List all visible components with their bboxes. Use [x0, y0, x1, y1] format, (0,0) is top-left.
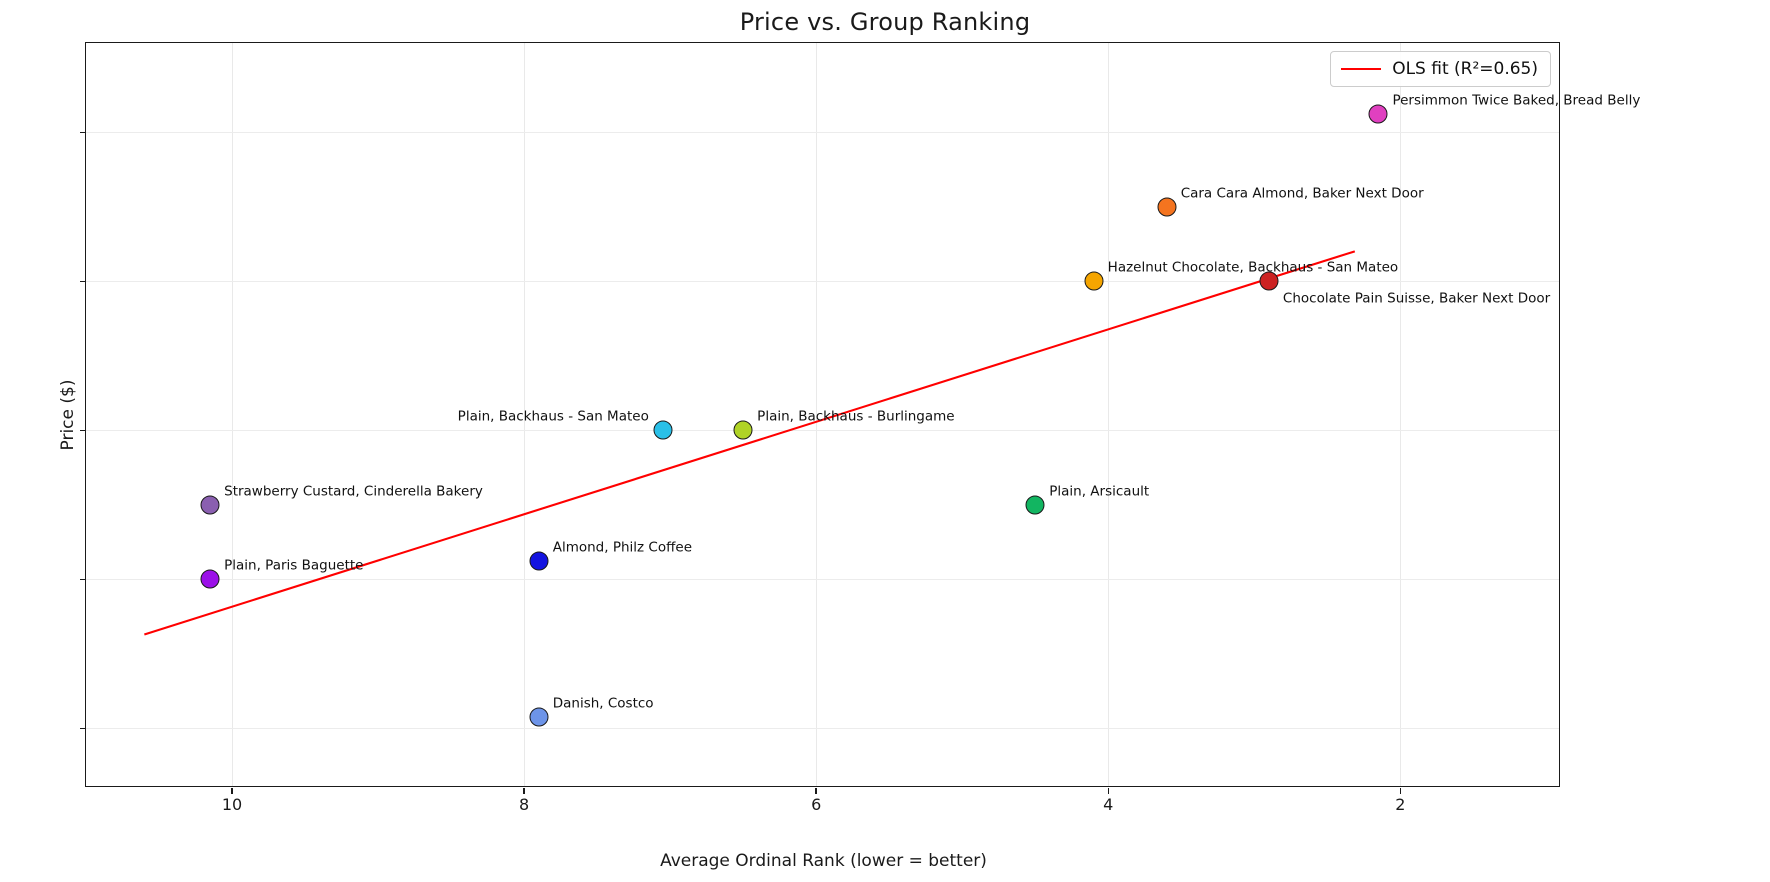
legend-label: OLS fit (R²=0.65) — [1392, 59, 1538, 79]
data-point[interactable] — [1025, 495, 1045, 515]
x-tick-mark — [523, 788, 525, 794]
x-tick-label: 6 — [811, 795, 822, 814]
legend-line-swatch — [1341, 68, 1382, 70]
gridline-vertical — [1400, 43, 1402, 786]
data-point-label: Danish, Costco — [552, 695, 654, 712]
plot-area: Persimmon Twice Baked, Bread Belly Cara C… — [58, 42, 1640, 871]
y-tick-mark — [80, 131, 86, 134]
x-tick-mark — [815, 788, 817, 794]
data-point[interactable] — [200, 495, 220, 515]
x-tick-mark — [1107, 788, 1109, 794]
data-point-label: Chocolate Pain Suisse, Baker Next Door — [1282, 290, 1551, 307]
gridline-horizontal — [86, 281, 1559, 283]
y-tick-mark — [80, 578, 86, 581]
x-tick-label: 2 — [1395, 795, 1406, 814]
data-point[interactable] — [1259, 271, 1279, 291]
data-point-label: Hazelnut Chocolate, Backhaus - San Mateo — [1107, 259, 1399, 276]
x-tick-mark — [231, 788, 233, 794]
x-tick-label: 10 — [221, 795, 243, 814]
data-point-label: Plain, Arsicault — [1049, 483, 1150, 500]
data-point[interactable] — [1157, 197, 1177, 217]
x-tick-label: 4 — [1103, 795, 1114, 814]
y-tick-mark — [80, 727, 86, 730]
data-points-layer: Persimmon Twice Baked, Bread Belly Cara C… — [86, 43, 1640, 786]
gridline-horizontal — [86, 430, 1559, 432]
data-point-label: Persimmon Twice Baked, Bread Belly — [1392, 92, 1641, 109]
gridline-vertical — [524, 43, 526, 786]
data-point-label: Strawberry Custard, Cinderella Bakery — [224, 483, 483, 500]
x-tick-mark — [1399, 788, 1402, 794]
ols-fit-line — [144, 250, 1356, 636]
data-point[interactable] — [1368, 104, 1388, 124]
data-point-label: Plain, Paris Baguette — [224, 557, 364, 574]
gridline-vertical — [1108, 43, 1110, 786]
gridline-horizontal — [86, 728, 1559, 730]
data-point[interactable] — [200, 569, 220, 589]
x-axis-label: Average Ordinal Rank (lower = better) — [660, 851, 987, 871]
data-point[interactable] — [733, 420, 753, 440]
y-axis-label: Price ($) — [58, 379, 78, 450]
y-tick-mark — [80, 280, 86, 283]
data-point-label: Cara Cara Almond, Baker Next Door — [1180, 185, 1424, 202]
gridline-vertical — [816, 43, 818, 786]
gridline-horizontal — [86, 132, 1559, 134]
legend: OLS fit (R²=0.65) — [1330, 51, 1551, 87]
x-tick-label: 8 — [519, 795, 530, 814]
page-title: Price vs. Group Ranking — [739, 8, 1031, 36]
data-point-label: Plain, Backhaus - San Mateo — [457, 408, 649, 425]
gridline-horizontal — [86, 579, 1559, 581]
data-point[interactable] — [653, 420, 673, 440]
data-point-label: Plain, Backhaus - Burlingame — [757, 408, 955, 425]
y-tick-mark — [80, 429, 86, 432]
data-point[interactable] — [1084, 271, 1104, 291]
gridline-vertical — [232, 43, 234, 786]
data-point-label: Almond, Philz Coffee — [552, 539, 692, 556]
data-point[interactable] — [529, 707, 549, 727]
gridlines — [86, 43, 1559, 786]
data-point[interactable] — [529, 551, 549, 571]
